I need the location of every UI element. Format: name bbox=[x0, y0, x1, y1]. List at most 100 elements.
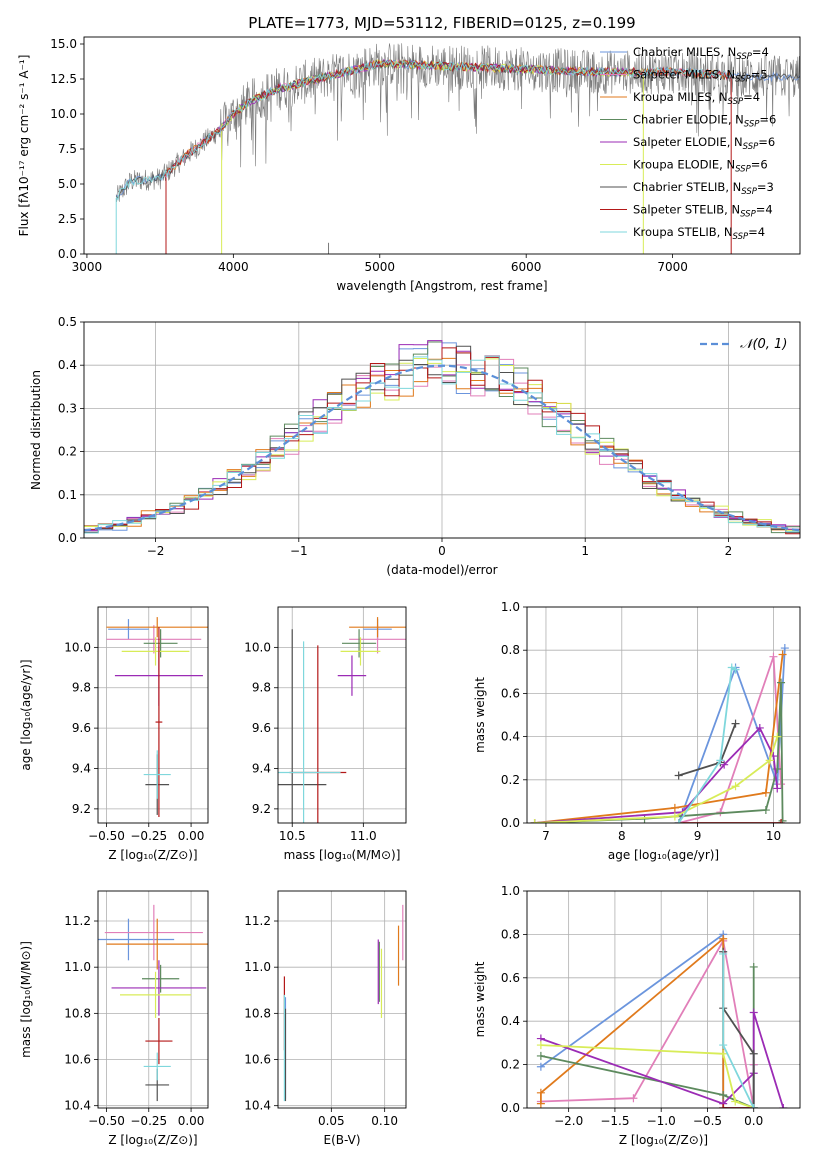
legend-label: Salpeter MILES, NSSP=5 bbox=[633, 68, 768, 85]
chart-spectrum: 3000 4000 5000 6000 7000 0.0 2.5 5.0 7.5 10.0 12.5… bbox=[17, 36, 801, 293]
legend-label-sub: SSP bbox=[743, 142, 759, 152]
legend-label-sub: SSP bbox=[740, 210, 756, 220]
weight-marker bbox=[719, 949, 728, 958]
weight-marker bbox=[749, 962, 758, 971]
legend-label: Chabrier ELODIE, NSSP=6 bbox=[633, 113, 776, 130]
weight-marker bbox=[670, 803, 679, 812]
y-tick-label: 0.3 bbox=[58, 401, 77, 415]
weight-marker bbox=[755, 723, 764, 732]
weight-marker bbox=[719, 1104, 728, 1108]
weight-marker bbox=[779, 1104, 788, 1108]
chart-age-vs-mass: 10.5 11.0 9.2 9.4 9.6 9.8 10.0 mass [log₁₀(M/M⊙… bbox=[244, 606, 407, 862]
y-tick-label: 0.5 bbox=[58, 315, 77, 329]
y-tick-label: 9.6 bbox=[252, 721, 271, 735]
x-axis-label: wavelength [Angstrom, rest frame] bbox=[336, 279, 547, 293]
y-tick-label: 11.0 bbox=[244, 960, 271, 974]
y-tick-label: 7.5 bbox=[58, 142, 77, 156]
weight-marker bbox=[777, 780, 786, 789]
legend-label-main: Chabrier STELIB, N bbox=[633, 180, 741, 194]
y-tick-label: 0.2 bbox=[501, 1058, 520, 1072]
y-axis-label: Flux [fλ10⁻¹⁷ erg cm⁻² s⁻¹ A⁻¹] bbox=[17, 55, 31, 237]
y-tick-label: 9.4 bbox=[72, 761, 91, 775]
weight-line-chabrier-stelib bbox=[678, 723, 737, 777]
x-tick-label: −1.0 bbox=[647, 1114, 676, 1128]
chart-mass-vs-ebv: 0.05 0.10 10.4 10.6 10.8 11.0 11.2 E(B-V) bbox=[244, 890, 407, 1147]
weight-marker bbox=[719, 934, 728, 943]
plot-area bbox=[98, 904, 208, 1102]
y-tick-label: 0.0 bbox=[58, 247, 77, 261]
y-tick-label: 15.0 bbox=[50, 37, 77, 51]
x-tick-label: 0 bbox=[438, 544, 446, 558]
legend-label-sub: SSP bbox=[736, 52, 752, 62]
weight-marker bbox=[780, 644, 789, 653]
x-tick-label: 11.0 bbox=[350, 829, 377, 843]
weight-marker bbox=[749, 1008, 758, 1017]
x-axis-label: mass [log₁₀(M/M⊙)] bbox=[284, 848, 401, 862]
y-tick-label: 0.8 bbox=[501, 643, 520, 657]
y-tick-label: 10.6 bbox=[244, 1053, 271, 1067]
y-tick-label: 0.6 bbox=[501, 686, 520, 700]
x-tick-label: −1 bbox=[290, 544, 308, 558]
y-tick-label: 0.0 bbox=[501, 1101, 520, 1115]
legend-label-sub: SSP bbox=[733, 232, 749, 242]
y-axis-label: Normed distribution bbox=[29, 370, 43, 490]
y-tick-label: 9.8 bbox=[252, 681, 271, 695]
legend-label-main: Kroupa MILES, N bbox=[633, 90, 728, 104]
y-tick-label: 9.2 bbox=[252, 802, 271, 816]
x-tick-label: 5000 bbox=[364, 260, 395, 274]
weight-marker bbox=[749, 1049, 758, 1058]
x-tick-label: 10 bbox=[766, 829, 781, 843]
chart-mass-vs-Z: −0.50 −0.25 0.00 10.4 10.6 10.8 11.0 11.2 Z [log… bbox=[19, 890, 209, 1147]
legend-label-sub: SSP bbox=[735, 75, 751, 85]
legend-label-sub: SSP bbox=[744, 120, 760, 130]
y-tick-label: 10.4 bbox=[244, 1099, 271, 1113]
legend-label-suffix: =3 bbox=[757, 180, 774, 194]
weight-marker bbox=[719, 1049, 728, 1058]
y-tick-label: 0.2 bbox=[501, 773, 520, 787]
x-axis-label: age [log₁₀(age/yr)] bbox=[608, 848, 719, 862]
y-tick-label: 10.0 bbox=[64, 640, 91, 654]
weight-marker bbox=[749, 1104, 758, 1108]
legend-label-main: Chabrier ELODIE, N bbox=[633, 113, 744, 127]
y-tick-label: 9.2 bbox=[72, 802, 91, 816]
x-tick-label: −2.0 bbox=[554, 1114, 583, 1128]
weight-marker bbox=[773, 732, 782, 741]
legend-label-suffix: =4 bbox=[748, 225, 765, 239]
x-tick-label: −2 bbox=[147, 544, 165, 558]
y-tick-label: 0.4 bbox=[501, 730, 520, 744]
y-tick-label: 0.4 bbox=[501, 1014, 520, 1028]
weight-line-salpeter-miles bbox=[540, 938, 755, 1108]
weight-marker bbox=[674, 771, 683, 780]
legend-label-suffix: =4 bbox=[756, 203, 773, 217]
legend-label-suffix: =5 bbox=[751, 68, 768, 82]
y-tick-label: 0.8 bbox=[501, 927, 520, 941]
weight-line-salpeter-miles bbox=[678, 656, 782, 823]
x-tick-label: 9 bbox=[694, 829, 702, 843]
weight-line-salpeter-elodie bbox=[534, 726, 779, 823]
x-tick-label: 0.00 bbox=[178, 829, 205, 843]
legend-label-sub: SSP bbox=[741, 187, 757, 197]
y-tick-label: 1.0 bbox=[501, 884, 520, 898]
weight-line-chabrier-elodie bbox=[534, 682, 784, 823]
legend-label-main: Kroupa STELIB, N bbox=[633, 225, 733, 239]
legend-label-suffix: =4 bbox=[743, 90, 760, 104]
legend-label-main: Chabrier MILES, N bbox=[633, 45, 736, 59]
weight-line-kroupa-elodie bbox=[540, 1044, 754, 1108]
plot-area bbox=[536, 930, 788, 1108]
y-tick-label: 9.6 bbox=[72, 721, 91, 735]
weight-marker bbox=[773, 784, 782, 793]
weight-marker bbox=[761, 788, 770, 797]
x-tick-label: 1 bbox=[581, 544, 589, 558]
x-tick-label: −0.50 bbox=[88, 1114, 125, 1128]
chart-weight-vs-age: 7 8 9 10 0.0 0.2 0.4 0.6 0.8 1.0 age [log₁₀(age/yr… bbox=[473, 600, 801, 862]
x-axis-label: Z [log₁₀(Z/Z⊙)] bbox=[108, 1133, 197, 1147]
weight-marker bbox=[719, 1090, 728, 1099]
plot-area bbox=[106, 617, 208, 817]
chart-residuals: −2 −1 0 1 2 0.0 0.1 0.2 0.3 0.4 0.5 (data-model)/er… bbox=[29, 315, 801, 577]
plot-area bbox=[115, 43, 800, 254]
legend-label: Salpeter STELIB, NSSP=4 bbox=[633, 203, 773, 220]
legend-label: Chabrier MILES, NSSP=4 bbox=[633, 45, 769, 62]
y-tick-label: 9.4 bbox=[252, 761, 271, 775]
x-axis-label: E(B-V) bbox=[323, 1133, 360, 1147]
